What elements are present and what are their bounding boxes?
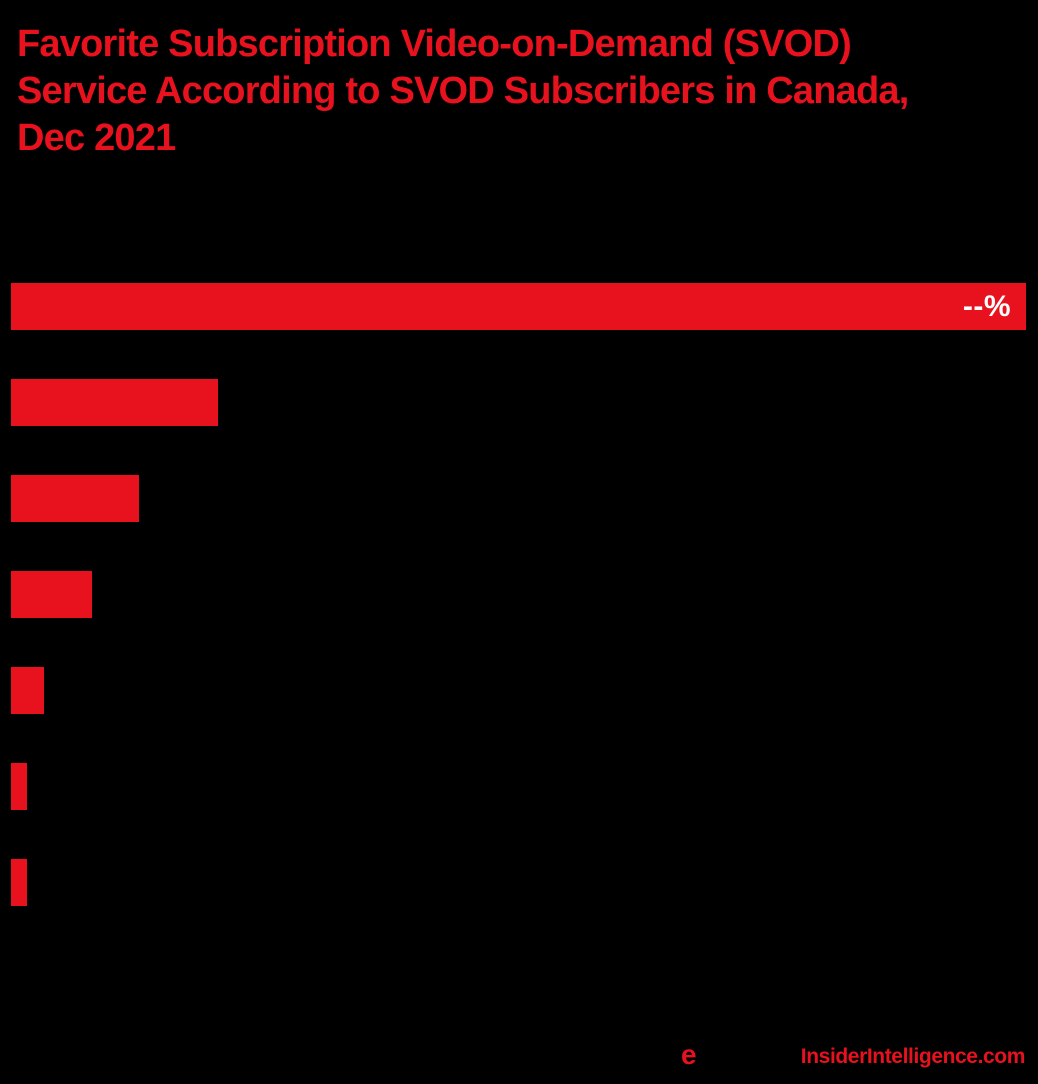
bar: [11, 571, 93, 618]
bar-value-label: --%: [962, 289, 1011, 323]
bar: [11, 667, 45, 714]
bar-row: [11, 859, 1026, 906]
chart-title: Favorite Subscription Video-on-Demand (S…: [17, 21, 909, 162]
bar-row: [11, 379, 1026, 426]
bar-row: --%: [11, 283, 1026, 330]
bar-row: [11, 475, 1026, 522]
bar-row: [11, 763, 1026, 810]
bar: [11, 763, 28, 810]
insider-intelligence-url: InsiderIntelligence.com: [800, 1045, 1026, 1068]
bar-chart: --%: [11, 283, 1026, 923]
chart-title-line-3: Dec 2021: [17, 117, 176, 159]
chart-title-line-1: Favorite Subscription Video-on-Demand (S…: [17, 23, 852, 65]
bar: [11, 475, 139, 522]
bar: [11, 379, 219, 426]
emarketer-logo-e: e: [681, 1039, 697, 1070]
bar: [11, 859, 28, 906]
bar: --%: [11, 283, 1026, 330]
chart-title-line-2: Service According to SVOD Subscribers in…: [17, 70, 909, 112]
bar-row: [11, 667, 1026, 714]
bar-row: [11, 571, 1026, 618]
